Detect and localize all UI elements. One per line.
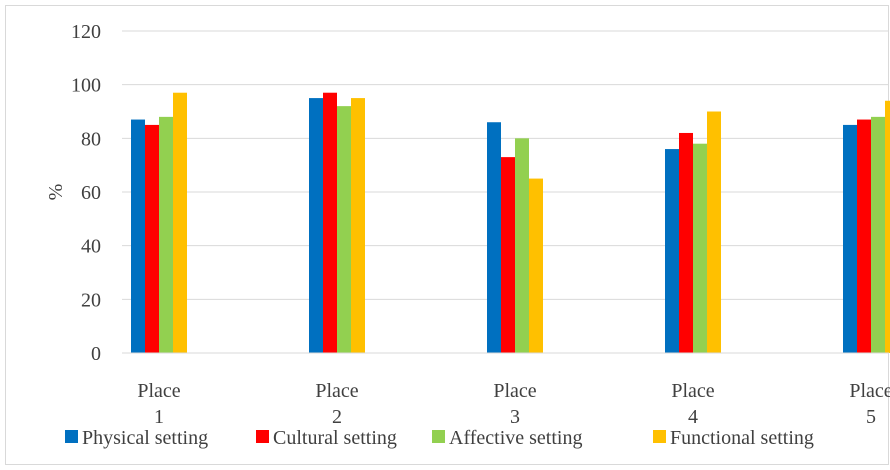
legend-label: Affective setting (449, 427, 582, 449)
bar (707, 111, 721, 353)
gridlines (122, 30, 889, 300)
bar (843, 124, 857, 354)
bar (309, 98, 323, 353)
bar (487, 122, 501, 353)
bar (323, 92, 337, 353)
legend-swatch (256, 430, 269, 443)
bar (679, 132, 693, 353)
bar (665, 149, 679, 353)
x-tick-label: Place 5 (849, 380, 890, 428)
x-tick-label: Place 2 (315, 380, 358, 428)
legend-label: Functional setting (670, 427, 814, 449)
bar (529, 178, 543, 353)
bar (693, 143, 707, 353)
x-tick-label: Place 1 (137, 380, 180, 428)
bar (145, 124, 159, 354)
y-tick-label: 20 (81, 289, 101, 311)
bars (131, 92, 890, 354)
bar (501, 157, 515, 353)
bar (131, 119, 145, 353)
y-axis-ticks: 0 20 40 60 80 100 120 (71, 21, 101, 365)
y-tick-label: 80 (81, 128, 101, 150)
y-tick-label: 120 (71, 21, 101, 43)
y-axis-title: % (45, 184, 67, 201)
bar (351, 98, 365, 353)
legend-label: Physical setting (82, 427, 208, 449)
bar (871, 116, 885, 353)
x-tick-label: Place 3 (493, 380, 536, 428)
bar (857, 119, 871, 353)
bar (337, 106, 351, 353)
bar (159, 116, 173, 353)
x-axis-ticks: Place 1 Place 2 Place 3 Place 4 Place 5 (137, 380, 890, 428)
legend-swatch (432, 430, 445, 443)
legend-swatch (653, 430, 666, 443)
legend-label: Cultural setting (273, 427, 397, 449)
x-tick-label: Place 4 (671, 380, 714, 428)
legend-swatch (65, 430, 78, 443)
bar (515, 138, 529, 353)
bar (885, 100, 890, 354)
y-tick-label: 60 (81, 182, 101, 204)
bar (173, 92, 187, 353)
y-tick-label: 0 (91, 343, 101, 365)
legend: Physical setting Cultural setting Affectiv… (65, 427, 814, 449)
y-tick-label: 40 (81, 236, 101, 258)
y-tick-label: 100 (71, 75, 101, 97)
